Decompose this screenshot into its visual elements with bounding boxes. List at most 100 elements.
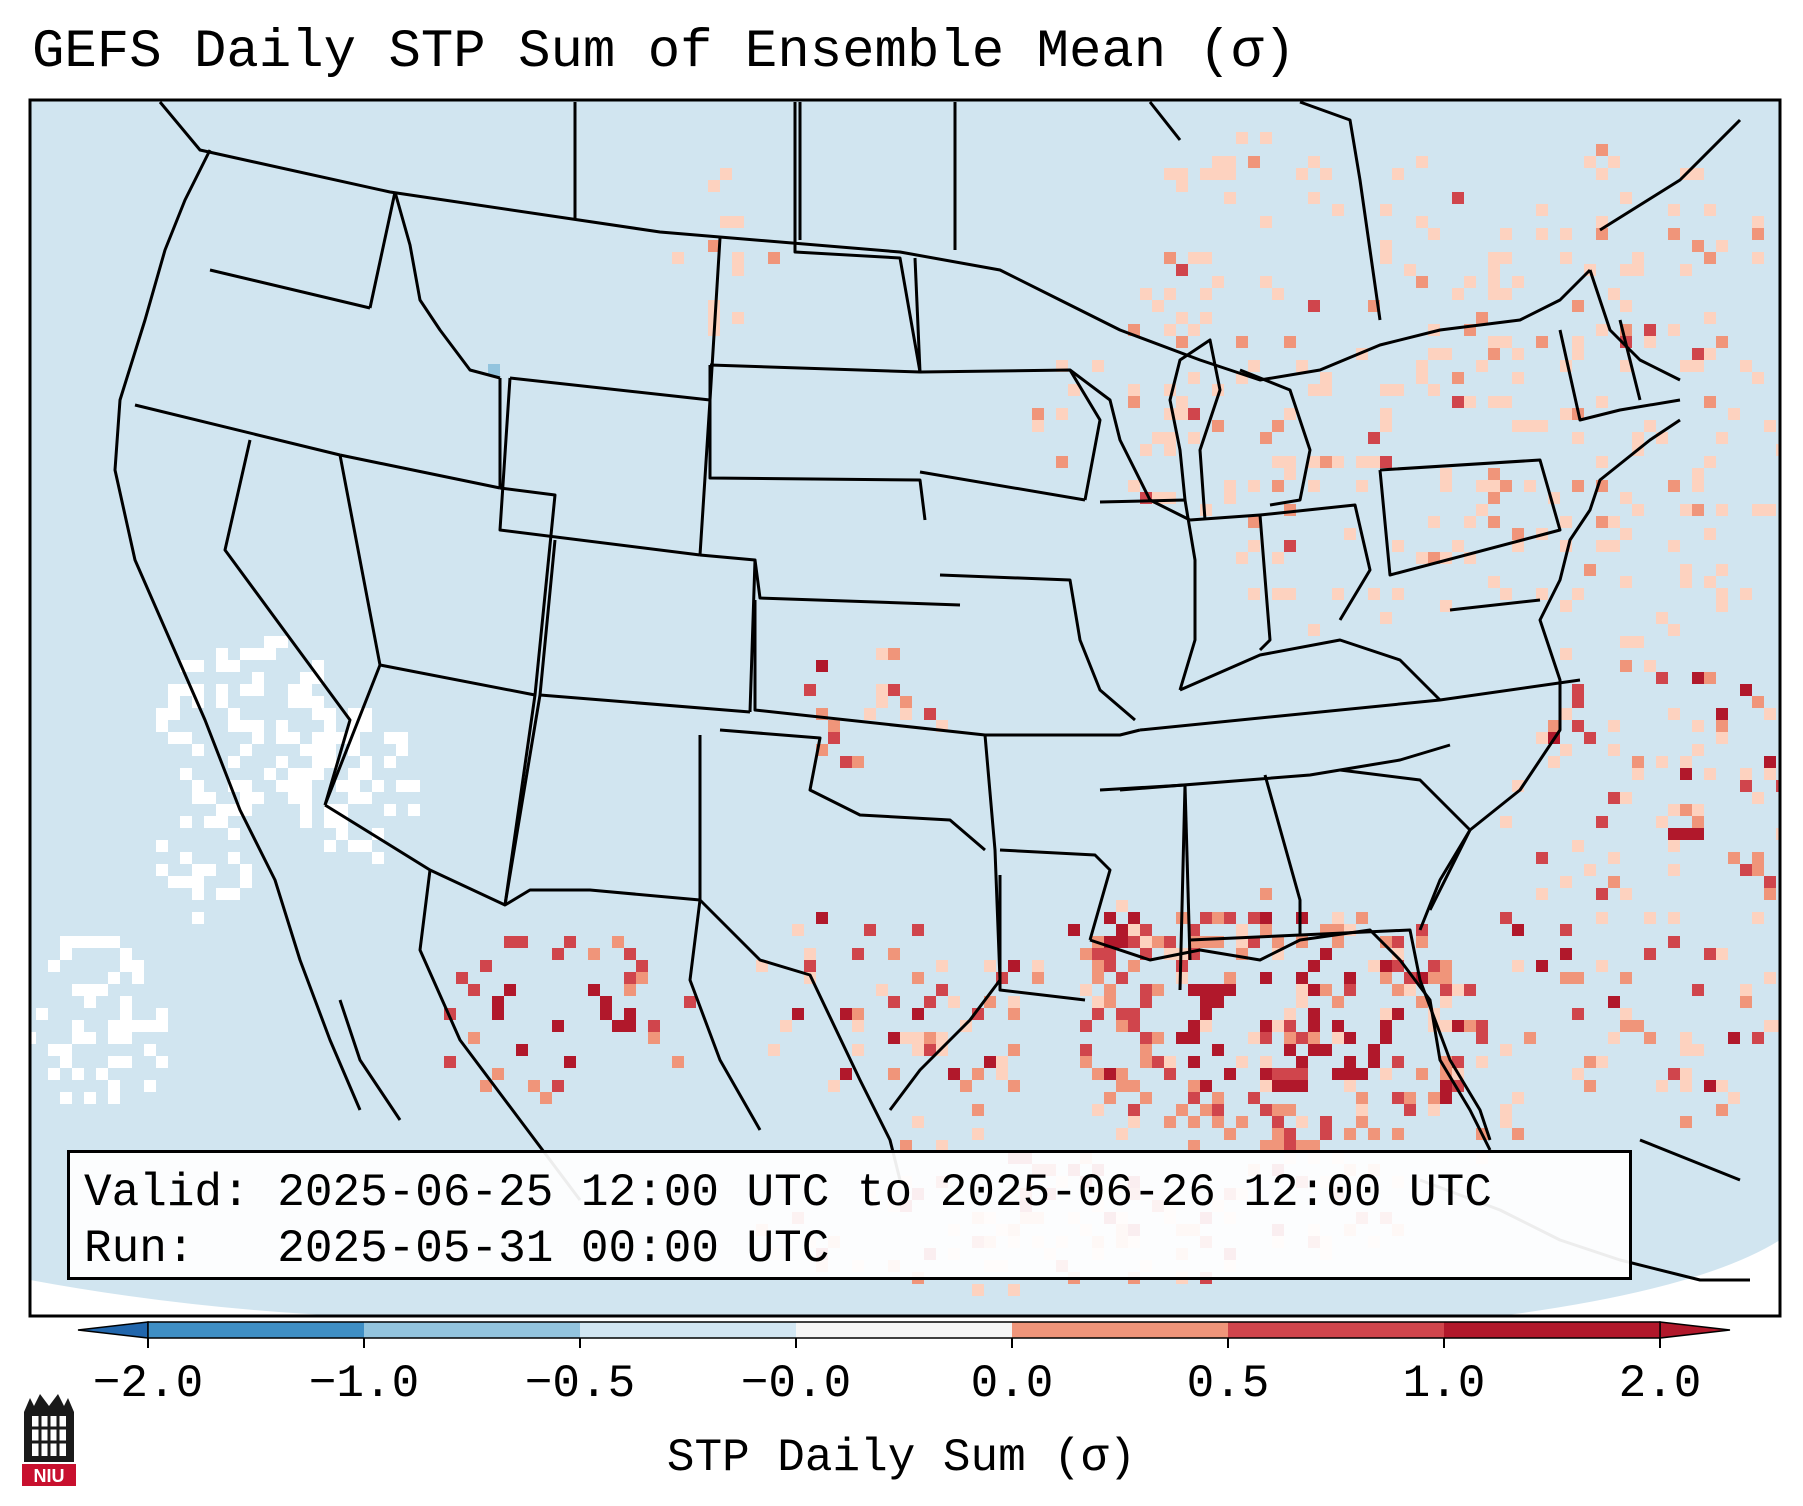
stp-cell	[1500, 1104, 1512, 1116]
missing-cell	[372, 780, 384, 792]
stp-cell	[1188, 432, 1200, 444]
missing-cell	[264, 768, 276, 780]
stp-cell	[600, 996, 612, 1008]
stp-cell	[1752, 864, 1764, 876]
stp-cell	[1380, 456, 1392, 468]
stp-cell	[1500, 252, 1512, 264]
stp-cell	[888, 648, 900, 660]
missing-cell	[348, 708, 360, 720]
stp-cell	[1692, 804, 1704, 816]
missing-cell	[216, 648, 228, 660]
stp-cell	[1500, 396, 1512, 408]
stp-cell	[1332, 996, 1344, 1008]
stp-cell	[1680, 756, 1692, 768]
stp-cell	[1380, 960, 1392, 972]
stp-cell	[1488, 396, 1500, 408]
stp-cell	[1740, 864, 1752, 876]
stp-cell	[1092, 1008, 1104, 1020]
stp-cell	[828, 732, 840, 744]
stp-cell	[1692, 984, 1704, 996]
missing-cell	[84, 984, 96, 996]
missing-cell	[48, 960, 60, 972]
missing-cell	[156, 1008, 168, 1020]
stp-cell	[1308, 456, 1320, 468]
stp-cell	[1140, 996, 1152, 1008]
stp-cell	[636, 972, 648, 984]
missing-cell	[216, 696, 228, 708]
stp-cell	[1584, 864, 1596, 876]
stp-cell	[876, 984, 888, 996]
stp-cell	[1404, 1104, 1416, 1116]
stp-cell	[1164, 432, 1176, 444]
stp-cell	[540, 1092, 552, 1104]
stp-cell	[1248, 1092, 1260, 1104]
stp-cell	[1668, 804, 1680, 816]
stp-cell	[1368, 432, 1380, 444]
stp-cell	[1524, 420, 1536, 432]
stp-cell	[1632, 756, 1644, 768]
missing-cell	[84, 936, 96, 948]
stp-cell	[1512, 348, 1524, 360]
missing-cell	[288, 768, 300, 780]
stp-cell	[1224, 168, 1236, 180]
stp-cell	[1200, 996, 1212, 1008]
missing-cell	[324, 720, 336, 732]
stp-cell	[1668, 624, 1680, 636]
missing-cell	[144, 1080, 156, 1092]
stp-cell	[1704, 576, 1716, 588]
stp-cell	[1716, 504, 1728, 516]
stp-cell	[1464, 516, 1476, 528]
stp-cell	[864, 924, 876, 936]
missing-cell	[204, 864, 216, 876]
missing-cell	[240, 876, 252, 888]
missing-cell	[96, 1068, 108, 1080]
missing-cell	[216, 660, 228, 672]
colorbar-tick-label: −0.5	[525, 1358, 635, 1410]
stp-cell	[936, 960, 948, 972]
stp-cell	[912, 1116, 924, 1128]
stp-cell	[1404, 264, 1416, 276]
stp-cell	[1428, 348, 1440, 360]
stp-cell	[1176, 264, 1188, 276]
colorbar-segment	[1228, 1322, 1444, 1338]
stp-cell	[1188, 984, 1200, 996]
stp-cell	[1752, 252, 1764, 264]
stp-cell	[1296, 1056, 1308, 1068]
stp-cell	[1596, 168, 1608, 180]
stp-cell	[1548, 756, 1560, 768]
stp-cell	[1308, 192, 1320, 204]
stp-cell	[1680, 804, 1692, 816]
stp-cell	[1032, 408, 1044, 420]
missing-cell	[216, 804, 228, 816]
missing-cell	[240, 684, 252, 696]
stp-cell	[1644, 324, 1656, 336]
stp-cell	[1572, 336, 1584, 348]
stp-cell	[564, 936, 576, 948]
missing-cell	[180, 876, 192, 888]
stp-cell	[1200, 288, 1212, 300]
stp-cell	[468, 1032, 480, 1044]
missing-cell	[192, 864, 204, 876]
missing-cell	[240, 780, 252, 792]
stp-cell	[624, 1008, 636, 1020]
missing-cell	[312, 756, 324, 768]
stp-cell	[1608, 744, 1620, 756]
stp-cell	[1212, 1092, 1224, 1104]
missing-cell	[300, 804, 312, 816]
stp-cell	[1272, 456, 1284, 468]
stp-cell	[1440, 960, 1452, 972]
stp-cell	[1644, 1032, 1656, 1044]
stp-cell	[1116, 900, 1128, 912]
stp-cell	[1116, 936, 1128, 948]
stp-cell	[1284, 336, 1296, 348]
stp-cell	[1164, 1056, 1176, 1068]
stp-cell	[1404, 984, 1416, 996]
stp-cell	[1140, 288, 1152, 300]
stp-cell	[1644, 660, 1656, 672]
missing-cell	[252, 732, 264, 744]
stp-cell	[1140, 1044, 1152, 1056]
stp-cell	[1116, 1008, 1128, 1020]
missing-cell	[288, 792, 300, 804]
stp-cell	[1176, 972, 1188, 984]
stp-cell	[1260, 972, 1272, 984]
